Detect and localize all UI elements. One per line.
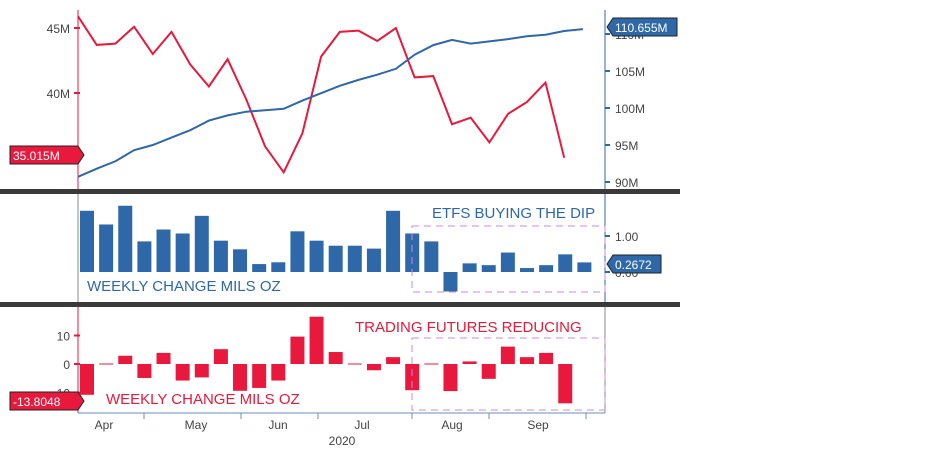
etf-bar [156,229,171,272]
etf-bar [519,268,534,272]
futures-bar [519,357,534,364]
futures-bar [252,364,267,388]
etf-last-value: 110.655M [615,21,667,35]
futures-bar [500,346,515,364]
etf-bar [290,231,305,272]
year-label: 2020 [329,434,356,448]
highlight-box [411,337,606,411]
futures-bar [462,361,477,364]
futures-bar [366,364,381,371]
etf-bar [137,241,152,272]
etf-annotation: ETFS BUYING THE DIP [432,205,595,222]
futures-bar [405,364,420,391]
futures-bar [290,336,305,364]
left-tick-label: 40M [47,87,70,101]
futures-bar [309,316,324,364]
etf-last-value-box [606,17,678,37]
etf-bar [424,241,439,272]
futures-bar [271,364,286,381]
etf-bar [500,252,515,272]
right-tick-label: 90M [615,176,638,190]
futures-line [77,15,566,175]
futures-bar [156,352,171,364]
highlight-box [411,225,606,293]
futures-bar [328,352,343,364]
etf-bar [80,210,94,272]
etf-bar [386,210,401,272]
right-tick-label: 105M [615,65,645,79]
etf-bar [252,264,267,272]
month-label: May [185,418,208,432]
futures-bar [386,357,401,364]
month-label: Jul [354,418,369,432]
etf-panel-label: WEEKLY CHANGE MILS OZ [87,278,281,295]
etf-bar [347,245,362,272]
month-label: Apr [95,418,114,432]
etf-bar [309,240,324,272]
panel-separator [0,189,680,194]
etf-bar [481,265,496,272]
futures-bar [539,352,554,364]
etf-holdings-line [77,28,584,178]
etf-bar [577,262,592,272]
right-tick-label: 95M [615,139,638,153]
etf-bar [462,263,477,272]
futures-bar [443,364,458,392]
etf-bar [539,265,554,272]
futures-bar [481,364,496,379]
left-tick-label: 10 [57,330,71,344]
futures-annotation: TRADING FUTURES REDUCING [355,319,582,336]
right-tick-label: 100M [615,102,645,116]
futures-weekly-last-value: -13.8048 [13,395,61,409]
etf-bar [328,245,343,272]
futures-bar [558,364,573,404]
etf-weekly-last-value-box [606,254,662,274]
etf-bar [194,215,209,272]
left-tick-label: 0 [63,358,70,372]
futures-bar [80,364,94,395]
futures-last-value-box [9,145,85,165]
futures-weekly-last-value-box [9,391,85,411]
etf-weekly-last-value: 0.2672 [615,258,652,272]
left-tick-label: 45M [47,22,70,36]
panel-separator [0,302,680,307]
futures-bar [175,364,190,381]
etf-bar [175,233,190,272]
month-label: Sep [527,418,549,432]
etf-bar [271,262,286,272]
etf-bar [213,240,228,272]
etf-bar [443,272,458,292]
futures-bar [213,349,228,364]
etf-bar [233,249,248,272]
futures-bar [233,364,248,391]
futures-last-value: 35.015M [13,149,60,163]
futures-panel-label: WEEKLY CHANGE MILS OZ [106,391,300,408]
right-tick-label: 1.00 [615,230,639,244]
etf-bar [558,254,573,272]
futures-bar [118,355,133,364]
etf-bar [99,224,114,272]
month-label: Jun [268,418,287,432]
futures-bar [194,364,209,378]
etf-bar [118,205,133,272]
futures-bar [137,364,152,378]
etf-bar [405,233,420,272]
etf-bar [366,248,381,272]
month-label: Aug [441,418,462,432]
